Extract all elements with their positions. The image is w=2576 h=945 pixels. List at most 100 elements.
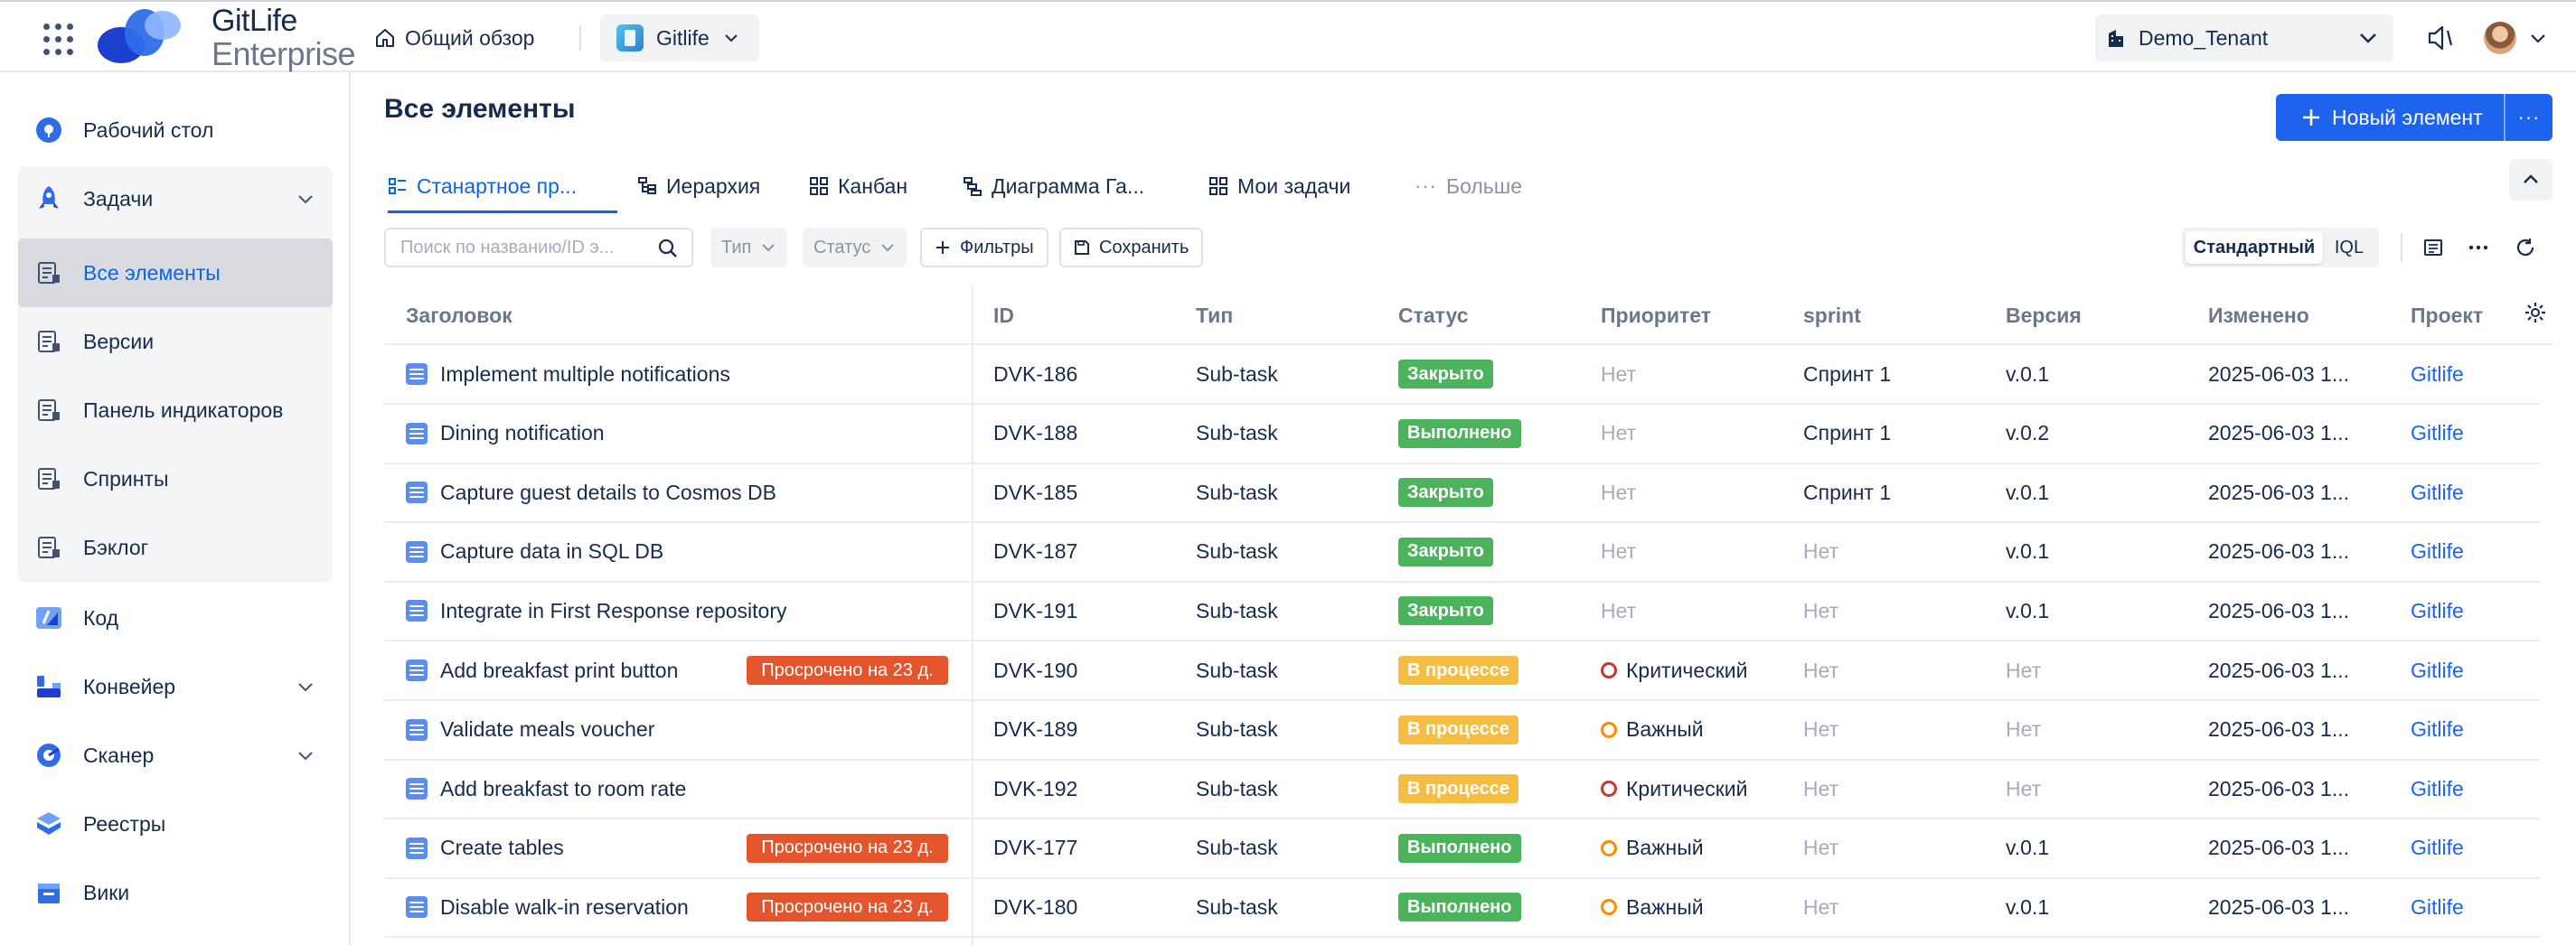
subtask-icon: [406, 718, 428, 741]
registry-icon: [34, 809, 63, 838]
search-box: [384, 228, 693, 267]
project-link[interactable]: Gitlife: [2411, 421, 2464, 445]
more-options-icon[interactable]: [2468, 237, 2489, 258]
mode-iql[interactable]: IQL: [2334, 237, 2364, 257]
sidebar-item-registries[interactable]: Реестры: [18, 790, 333, 858]
project-link[interactable]: Gitlife: [2411, 776, 2464, 800]
column-header-id[interactable]: ID: [993, 304, 1014, 327]
home-icon: [376, 29, 394, 47]
table-row[interactable]: Validate meals voucher DVK-189 Sub-task В п…: [384, 701, 2540, 761]
title-cell[interactable]: Add breakfast to room rate: [406, 760, 686, 818]
sidebar-item-pipeline[interactable]: Конвейер: [18, 652, 333, 721]
table-row[interactable]: Capture data in SQL DB DVK-187 Sub-task Зак…: [384, 523, 2540, 583]
column-header-project[interactable]: Проект: [2411, 304, 2484, 327]
item-type: Sub-task: [1196, 836, 1278, 860]
column-header-status[interactable]: Статус: [1398, 304, 1469, 327]
new-item-more-button[interactable]: ···: [2504, 94, 2552, 141]
tab-standard-view[interactable]: Станартное пр...: [388, 163, 618, 213]
project-link[interactable]: Gitlife: [2411, 836, 2464, 860]
tab-more[interactable]: ··· Больше: [1415, 163, 1522, 210]
item-title: Add breakfast print button: [440, 658, 679, 682]
title-cell[interactable]: Capture guest details to Cosmos DB: [406, 463, 776, 521]
title-cell[interactable]: Validate meals voucher: [406, 701, 654, 759]
tab-my-tasks[interactable]: Мои задачи: [1208, 163, 1350, 210]
project-link[interactable]: Gitlife: [2411, 539, 2464, 564]
kanban-icon: [810, 177, 828, 195]
column-header-type[interactable]: Тип: [1196, 304, 1234, 327]
sidebar-item-dashboard[interactable]: Панель индикаторов: [18, 376, 333, 444]
save-button[interactable]: Сохранить: [1059, 228, 1204, 267]
title-cell[interactable]: Create tables: [406, 819, 564, 877]
table-row[interactable]: Disable walk-in reservation Просрочено на…: [384, 878, 2540, 939]
sidebar-item-backlog[interactable]: Бэклог: [18, 513, 333, 582]
app-switcher-icon[interactable]: [43, 23, 76, 56]
gear-icon[interactable]: [2524, 301, 2547, 324]
tab-hierarchy[interactable]: Иерархия: [637, 163, 760, 210]
refresh-icon[interactable]: [2515, 237, 2536, 258]
title-cell[interactable]: Add breakfast print button: [406, 641, 678, 699]
sidebar-item-all-items[interactable]: Все элементы: [18, 239, 333, 307]
sidebar-item-scanner[interactable]: Сканер: [18, 721, 333, 790]
column-header-sprint[interactable]: sprint: [1803, 304, 1861, 327]
sidebar-item-label: Вики: [83, 880, 130, 904]
table-row[interactable]: Create tables Просрочено на 23 д. DVK-177 S…: [384, 819, 2540, 879]
project-link[interactable]: Gitlife: [2411, 598, 2464, 622]
table-row[interactable]: Add breakfast to room rate DVK-192 Sub-tas…: [384, 760, 2540, 820]
tenant-selector[interactable]: Demo_Tenant: [2095, 14, 2393, 61]
sidebar-item-versions[interactable]: Версии: [18, 307, 333, 376]
sidebar-item-tasks[interactable]: Задачи: [18, 164, 333, 233]
item-version: v.0.2: [2006, 421, 2050, 445]
collapse-button[interactable]: [2509, 159, 2552, 201]
filters-button[interactable]: Фильтры: [920, 228, 1048, 267]
table-row[interactable]: Dining notification DVK-188 Sub-task Выполн…: [384, 405, 2540, 464]
sidebar-item-label: Панель индикаторов: [83, 398, 284, 422]
mode-standard[interactable]: Стандартный: [2186, 231, 2323, 264]
new-item-main[interactable]: Новый элемент: [2276, 94, 2504, 141]
project-link[interactable]: Gitlife: [2411, 894, 2464, 919]
title-cell[interactable]: Dining notification: [406, 405, 605, 463]
chevron-down-icon[interactable]: [2527, 27, 2549, 49]
speaker-muted-icon[interactable]: [2424, 22, 2457, 54]
list-icon: [34, 258, 63, 287]
avatar[interactable]: [2484, 22, 2516, 54]
overview-link[interactable]: Общий обзор: [374, 20, 534, 56]
column-header-title[interactable]: Заголовок: [406, 304, 512, 327]
project-link[interactable]: Gitlife: [2411, 717, 2464, 742]
new-item-button[interactable]: Новый элемент ···: [2276, 94, 2552, 141]
status-cell: Выполнено: [1398, 878, 1521, 936]
status-filter-dropdown[interactable]: Статус: [803, 228, 907, 267]
table-row[interactable]: Integrate in First Response repository DV…: [384, 582, 2540, 642]
title-cell[interactable]: Disable walk-in reservation: [406, 878, 689, 936]
status-cell: Выполнено: [1398, 405, 1521, 463]
sidebar-item-desktop[interactable]: Рабочий стол: [18, 96, 333, 164]
sidebar-item-code[interactable]: Код: [18, 584, 333, 652]
column-header-priority[interactable]: Приоритет: [1601, 304, 1711, 327]
project-link[interactable]: Gitlife: [2411, 480, 2464, 504]
table-row[interactable]: Add breakfast print button Просрочено на …: [384, 641, 2540, 701]
project-link[interactable]: Gitlife: [2411, 361, 2464, 386]
columns-icon[interactable]: [2422, 237, 2444, 258]
sidebar-item-wiki[interactable]: Вики: [18, 858, 333, 927]
tab-kanban[interactable]: Канбан: [809, 163, 907, 210]
sidebar-item-sprints[interactable]: Спринты: [18, 444, 333, 513]
title-cell[interactable]: Capture data in SQL DB: [406, 523, 663, 581]
project-selector[interactable]: Gitlife: [600, 14, 759, 61]
item-version: v.0.1: [2006, 836, 2050, 860]
project-link[interactable]: Gitlife: [2411, 658, 2464, 682]
status-cell: В процессе: [1398, 701, 1519, 759]
page-title: Все элементы: [384, 94, 576, 124]
table-row[interactable]: Capture guest details to Cosmos DB DVK-18…: [384, 463, 2540, 524]
title-cell[interactable]: Implement multiple notifications: [406, 345, 730, 403]
search-icon[interactable]: [657, 238, 679, 259]
column-header-modified[interactable]: Изменено: [2208, 304, 2309, 327]
table-row[interactable]: Implement multiple notifications DVK-186 S…: [384, 345, 2540, 405]
tab-gantt[interactable]: Диаграмма Га...: [963, 163, 1144, 210]
column-header-version[interactable]: Версия: [2006, 304, 2082, 327]
type-filter-dropdown[interactable]: Тип: [710, 228, 788, 267]
search-input[interactable]: [400, 237, 644, 258]
title-cell[interactable]: Integrate in First Response repository: [406, 582, 787, 640]
logo-edition: Enterprise: [212, 35, 356, 72]
status-cell: В процессе: [1398, 641, 1519, 699]
status-badge: Закрыто: [1398, 537, 1493, 566]
chevron-down-icon: [298, 195, 313, 204]
